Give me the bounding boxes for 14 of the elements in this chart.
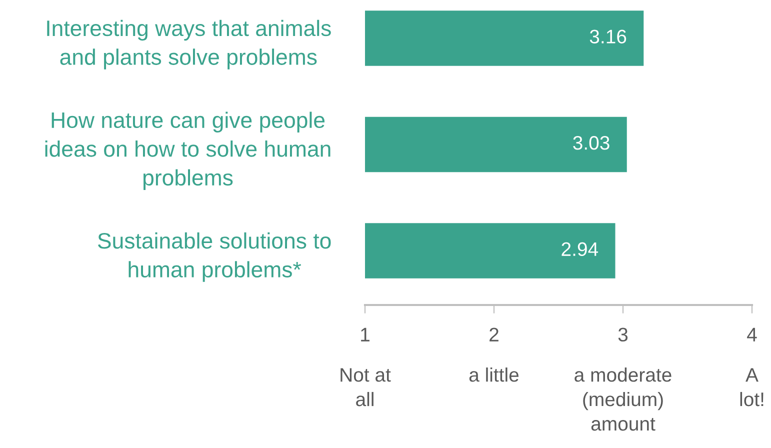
data-label: 3.16	[590, 30, 626, 44]
x-tick-label: 1	[361, 328, 370, 342]
y-tick-label: Interesting ways that animals and plants solve problems	[47, 20, 331, 70]
text: a moderate (medium) amount	[574, 368, 672, 431]
y-tick-label: How nature can give people ideas on how to solve human problems	[45, 112, 330, 190]
x-tick-label: 2	[490, 328, 498, 342]
text: a little	[469, 368, 519, 382]
data-label: 2.94	[562, 242, 598, 256]
text: Not at all	[340, 368, 391, 406]
x-tick-label: 3	[618, 328, 628, 342]
text: A lot!	[740, 368, 764, 406]
data-label: 3.03	[573, 136, 610, 150]
y-tick-label: Sustainable solutions to human problems*	[98, 232, 331, 282]
x-tick-label: 4	[747, 328, 757, 342]
